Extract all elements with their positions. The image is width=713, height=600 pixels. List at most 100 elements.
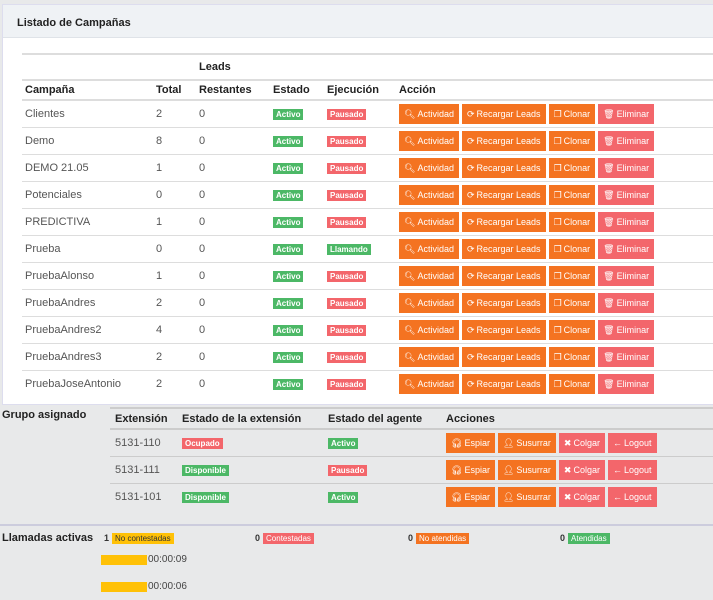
colgar-button[interactable]: ✖ Colgar (558, 486, 605, 507)
clonar-button[interactable]: ❐ Clonar (548, 103, 596, 124)
colgar-button[interactable]: ✖ Colgar (558, 432, 605, 453)
clonar-button[interactable]: ❐ Clonar (548, 211, 596, 232)
refresh-icon: ⟳ (466, 297, 475, 308)
eliminar-button[interactable]: 🗑︎ Eliminar (598, 130, 655, 151)
recargar-leads-button[interactable]: ⟳ Recargar Leads (461, 238, 546, 259)
eliminar-button[interactable]: 🗑︎ Eliminar (598, 103, 655, 124)
espiar-button[interactable]: 🎧︎ Espiar (446, 432, 495, 453)
actividad-button[interactable]: 🔍︎ Actividad (399, 103, 459, 124)
copy-icon: ❐ (553, 216, 562, 227)
cell-name: PruebaAlonso (22, 261, 153, 289)
counter-badge: No atendidas (416, 533, 470, 544)
clonar-button[interactable]: ❐ Clonar (548, 238, 596, 259)
execution-badge: Pausado (327, 270, 367, 282)
copy-icon: ❐ (553, 243, 562, 254)
clonar-button[interactable]: ❐ Clonar (548, 184, 596, 205)
cell-name: PruebaAndres (22, 288, 153, 316)
trash-icon: 🗑︎ (603, 216, 615, 227)
counter-value: 0 (408, 533, 414, 543)
active-calls-label: Llamadas activas (2, 532, 94, 544)
clonar-button[interactable]: ❐ Clonar (548, 319, 596, 340)
cell-total: 8 (153, 126, 196, 154)
column-header: Acción (396, 79, 713, 101)
button-label: Eliminar (616, 216, 650, 227)
user-secret-icon: 👤︎ (502, 437, 515, 448)
actividad-button[interactable]: 🔍︎ Actividad (399, 319, 459, 340)
eliminar-button[interactable]: 🗑︎ Eliminar (598, 184, 655, 205)
cell-extension: 5131-111 (110, 455, 177, 483)
actividad-button[interactable]: 🔍︎ Actividad (399, 157, 459, 178)
espiar-button[interactable]: 🎧︎ Espiar (446, 486, 495, 507)
search-icon: 🔍︎ (404, 243, 416, 254)
recargar-leads-button[interactable]: ⟳ Recargar Leads (461, 292, 546, 313)
arrow-left-icon: ← (612, 491, 622, 502)
trash-icon: 🗑︎ (603, 378, 615, 389)
eliminar-button[interactable]: 🗑︎ Eliminar (598, 373, 655, 394)
arrow-left-icon: ← (612, 464, 622, 475)
eliminar-button[interactable]: 🗑︎ Eliminar (598, 265, 655, 286)
clonar-button[interactable]: ❐ Clonar (548, 346, 596, 367)
logout-button[interactable]: ← Logout (607, 486, 657, 507)
cell-name: Potenciales (22, 180, 153, 208)
button-label: Logout (623, 464, 652, 475)
clonar-button[interactable]: ❐ Clonar (548, 265, 596, 286)
refresh-icon: ⟳ (466, 378, 475, 389)
clonar-button[interactable]: ❐ Clonar (548, 373, 596, 394)
group-label: Grupo asignado (2, 409, 87, 421)
recargar-leads-button[interactable]: ⟳ Recargar Leads (461, 211, 546, 232)
status-badge: Activo (273, 135, 304, 147)
recargar-leads-button[interactable]: ⟳ Recargar Leads (461, 184, 546, 205)
leads-group-header: Leads (196, 53, 270, 80)
recargar-leads-button[interactable]: ⟳ Recargar Leads (461, 130, 546, 151)
cell-rest: 0 (196, 234, 270, 262)
execution-badge: Llamando (327, 243, 371, 255)
eliminar-button[interactable]: 🗑︎ Eliminar (598, 319, 655, 340)
counter-badge: No contestadas (112, 533, 174, 544)
trash-icon: 🗑︎ (603, 162, 615, 173)
button-label: Clonar (563, 162, 591, 173)
eliminar-button[interactable]: 🗑︎ Eliminar (598, 346, 655, 367)
espiar-button[interactable]: 🎧︎ Espiar (446, 459, 495, 480)
actividad-button[interactable]: 🔍︎ Actividad (399, 211, 459, 232)
recargar-leads-button[interactable]: ⟳ Recargar Leads (461, 103, 546, 124)
headphones-icon: 🎧︎ (451, 437, 463, 448)
susurrar-button[interactable]: 👤︎ Susurrar (497, 432, 556, 453)
actividad-button[interactable]: 🔍︎ Actividad (399, 130, 459, 151)
recargar-leads-button[interactable]: ⟳ Recargar Leads (461, 157, 546, 178)
trash-icon: 🗑︎ (603, 108, 615, 119)
logout-button[interactable]: ← Logout (607, 459, 657, 480)
actividad-button[interactable]: 🔍︎ Actividad (399, 184, 459, 205)
eliminar-button[interactable]: 🗑︎ Eliminar (598, 157, 655, 178)
button-label: Eliminar (616, 324, 650, 335)
counter-badge: Atendidas (568, 533, 610, 544)
table-row: Clientes 2 0 Activo Pausado 🔍︎ Actividad ⟳ Recar… (22, 99, 713, 127)
recargar-leads-button[interactable]: ⟳ Recargar Leads (461, 265, 546, 286)
cell-total: 4 (153, 315, 196, 343)
cell-name: PREDICTIVA (22, 207, 153, 235)
eliminar-button[interactable]: 🗑︎ Eliminar (598, 238, 655, 259)
button-label: Clonar (563, 135, 591, 146)
susurrar-button[interactable]: 👤︎ Susurrar (497, 486, 556, 507)
actividad-button[interactable]: 🔍︎ Actividad (399, 373, 459, 394)
colgar-button[interactable]: ✖ Colgar (558, 459, 605, 480)
cell-rest: 0 (196, 288, 270, 316)
button-label: Actividad (417, 189, 454, 200)
clonar-button[interactable]: ❐ Clonar (548, 292, 596, 313)
recargar-leads-button[interactable]: ⟳ Recargar Leads (461, 319, 546, 340)
button-label: Actividad (417, 324, 454, 335)
cell-name: PruebaAndres3 (22, 342, 153, 370)
recargar-leads-button[interactable]: ⟳ Recargar Leads (461, 373, 546, 394)
actividad-button[interactable]: 🔍︎ Actividad (399, 292, 459, 313)
actividad-button[interactable]: 🔍︎ Actividad (399, 265, 459, 286)
clonar-button[interactable]: ❐ Clonar (548, 130, 596, 151)
eliminar-button[interactable]: 🗑︎ Eliminar (598, 292, 655, 313)
trash-icon: 🗑︎ (603, 297, 615, 308)
clonar-button[interactable]: ❐ Clonar (548, 157, 596, 178)
actividad-button[interactable]: 🔍︎ Actividad (399, 238, 459, 259)
susurrar-button[interactable]: 👤︎ Susurrar (497, 459, 556, 480)
eliminar-button[interactable]: 🗑︎ Eliminar (598, 211, 655, 232)
logout-button[interactable]: ← Logout (607, 432, 657, 453)
recargar-leads-button[interactable]: ⟳ Recargar Leads (461, 346, 546, 367)
actividad-button[interactable]: 🔍︎ Actividad (399, 346, 459, 367)
status-badge: Activo (273, 270, 304, 282)
